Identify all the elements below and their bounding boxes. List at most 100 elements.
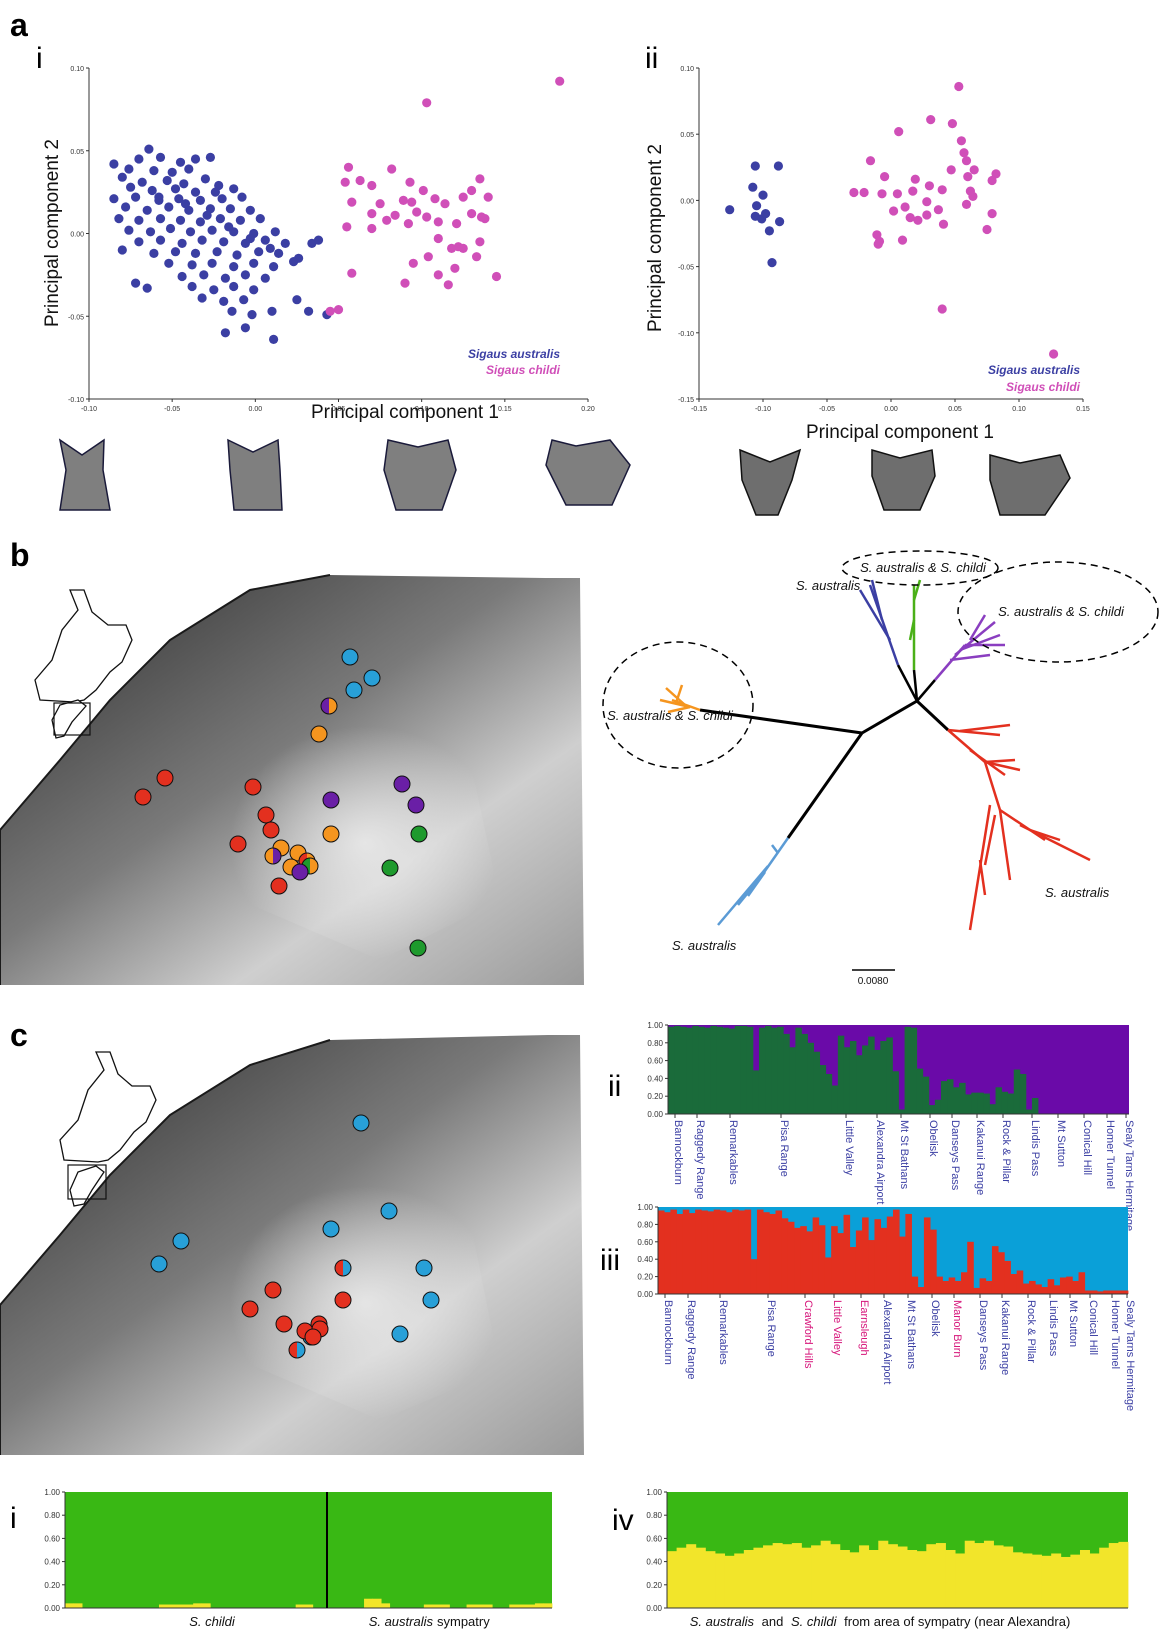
point-childi bbox=[403, 219, 413, 229]
bar-segment bbox=[715, 1553, 726, 1608]
x-tick-label: 0.05 bbox=[332, 406, 346, 413]
point-australis bbox=[149, 166, 159, 176]
bar-segment bbox=[732, 1209, 739, 1294]
point-australis bbox=[260, 273, 270, 283]
site-label: Earnsleugh bbox=[858, 1300, 870, 1356]
bar-segment bbox=[668, 1026, 675, 1114]
site-label: Manor Burn bbox=[951, 1300, 963, 1357]
y-tick-label: 0.40 bbox=[44, 1558, 60, 1567]
point-childi bbox=[340, 177, 350, 187]
point-childi bbox=[897, 235, 908, 245]
site-label: Bannockburn bbox=[662, 1300, 674, 1365]
x-tick-label: -0.05 bbox=[164, 406, 180, 413]
bar-segment bbox=[880, 1041, 887, 1114]
point-australis bbox=[197, 235, 207, 245]
point-australis bbox=[767, 258, 777, 268]
tree-branch bbox=[861, 699, 918, 735]
point-australis bbox=[190, 187, 201, 197]
point-childi bbox=[343, 162, 354, 172]
site-label: Rock & Pillar bbox=[1025, 1300, 1037, 1363]
point-childi bbox=[405, 177, 415, 187]
point-childi bbox=[933, 205, 944, 215]
point-australis bbox=[175, 215, 186, 225]
site-label: Kakanui Range bbox=[974, 1120, 986, 1195]
bar-segment bbox=[1035, 1284, 1042, 1294]
x-tick-label: 0.20 bbox=[581, 406, 595, 413]
site-label: Obelisk bbox=[929, 1300, 941, 1337]
site-label: Conical Hill bbox=[1087, 1300, 1099, 1355]
bar-segment bbox=[935, 1543, 946, 1608]
bar-segment bbox=[993, 1545, 1004, 1608]
point-childi bbox=[892, 189, 903, 199]
y-tick-label: 0.20 bbox=[646, 1581, 662, 1590]
bar-segment bbox=[947, 1079, 954, 1114]
site-marker bbox=[172, 1232, 190, 1250]
bar-segment bbox=[801, 1033, 808, 1114]
point-childi bbox=[418, 185, 428, 196]
site-marker bbox=[241, 1300, 259, 1318]
point-australis bbox=[154, 192, 164, 202]
point-australis bbox=[752, 201, 762, 211]
phylogenetic-tree: S. australis & S. childi S. australis & … bbox=[602, 550, 1159, 987]
bar-segment bbox=[73, 1603, 83, 1608]
y-tick-label: 1.00 bbox=[647, 1021, 663, 1030]
point-childi bbox=[910, 174, 920, 184]
site-label: Danseys Pass bbox=[949, 1120, 961, 1191]
y-tick-label: 0.10 bbox=[680, 66, 694, 73]
point-australis bbox=[240, 270, 250, 280]
bar-segment bbox=[849, 1041, 857, 1114]
site-marker bbox=[345, 681, 363, 699]
panel-label-a: a bbox=[10, 7, 28, 43]
site-label: Alexandra Airport bbox=[874, 1120, 886, 1204]
x-axis-label: Principal component 1 bbox=[311, 402, 499, 423]
bar-segment bbox=[432, 1604, 442, 1608]
x-tick-label: 0.15 bbox=[1076, 406, 1090, 413]
point-childi bbox=[387, 164, 397, 174]
point-australis bbox=[761, 209, 771, 219]
bar-segment bbox=[1022, 1553, 1033, 1608]
site-marker bbox=[415, 1259, 433, 1277]
sample-sites bbox=[150, 1114, 440, 1359]
point-childi bbox=[959, 148, 969, 158]
bar-segment bbox=[965, 1094, 972, 1114]
site-label: Raggedy Range bbox=[694, 1120, 706, 1200]
bar-segment bbox=[1066, 1276, 1073, 1294]
point-australis bbox=[167, 167, 177, 177]
point-australis bbox=[220, 328, 230, 338]
point-childi bbox=[905, 213, 915, 223]
site-marker-segment bbox=[321, 698, 329, 714]
bar-segment bbox=[959, 1082, 966, 1114]
point-childi bbox=[555, 76, 565, 86]
bar-segment bbox=[791, 1543, 802, 1608]
legend-childi: Sigaus childi bbox=[486, 363, 561, 377]
bar-segment bbox=[911, 1276, 919, 1294]
bar-segment bbox=[1108, 1543, 1119, 1608]
point-childi bbox=[440, 199, 450, 209]
tree-label-purple: S. australis & S. childi bbox=[998, 604, 1125, 619]
point-childi bbox=[400, 278, 410, 288]
site-marker bbox=[304, 1328, 322, 1346]
point-australis bbox=[174, 194, 184, 204]
bar-segment bbox=[979, 1278, 987, 1294]
bar-segment bbox=[830, 1544, 841, 1608]
bar-segment bbox=[818, 1225, 826, 1294]
point-australis bbox=[170, 184, 181, 194]
point-childi bbox=[900, 202, 910, 212]
bar-segment bbox=[752, 1070, 760, 1114]
bar-segment bbox=[734, 1553, 745, 1608]
site-marker bbox=[391, 1325, 409, 1343]
site-marker bbox=[320, 697, 338, 715]
bar-segment bbox=[893, 1209, 900, 1294]
site-label: Raggedy Range bbox=[685, 1300, 697, 1380]
caption-rest: from area of sympatry (near Alexandra) bbox=[844, 1614, 1070, 1629]
site-label: Bannockburn bbox=[672, 1120, 684, 1185]
y-tick-label: -0.15 bbox=[678, 397, 694, 404]
bar-segment bbox=[534, 1603, 544, 1608]
site-label: Little Valley bbox=[831, 1300, 843, 1356]
point-childi bbox=[423, 252, 433, 262]
nz-inset-north bbox=[59, 1051, 157, 1163]
bar-segment bbox=[880, 1227, 888, 1294]
point-childi bbox=[859, 187, 869, 198]
tree-branch bbox=[916, 679, 936, 702]
point-childi bbox=[946, 165, 956, 175]
